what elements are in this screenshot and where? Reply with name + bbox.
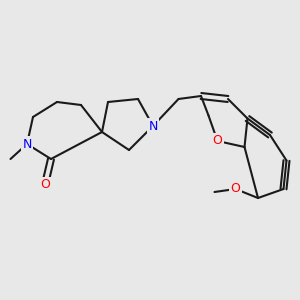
Text: N: N	[148, 119, 158, 133]
Text: O: O	[231, 182, 240, 196]
Text: N: N	[22, 137, 32, 151]
Text: O: O	[40, 178, 50, 191]
Text: O: O	[213, 134, 222, 148]
